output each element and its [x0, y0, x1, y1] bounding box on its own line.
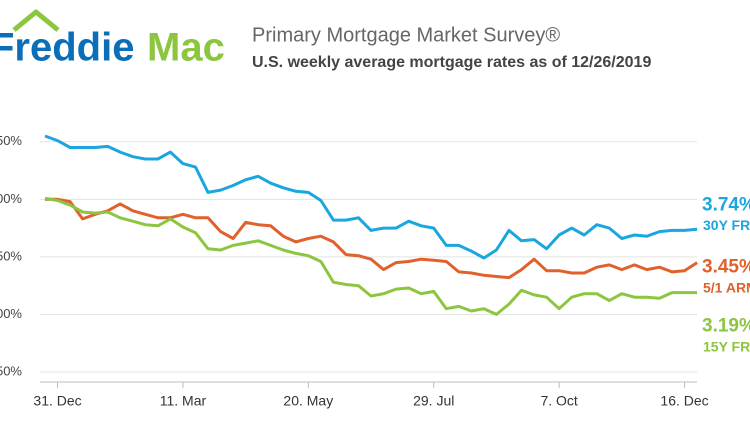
y-tick-label: 2.50%: [0, 363, 22, 378]
series-line: [44, 196, 698, 316]
logo-roof: [12, 9, 60, 32]
series-line: [45, 197, 698, 280]
value-label: 3.74%: [702, 194, 750, 215]
chart-title: Primary Mortgage Market Survey®: [252, 24, 560, 46]
y-tick-label: 4.50%: [0, 133, 22, 148]
value-label: 3.19%: [702, 316, 750, 337]
legend-label: 5/1 ARM: [703, 279, 750, 295]
brand-second: Mac: [147, 26, 225, 70]
y-tick-label: 3.50%: [0, 248, 22, 263]
legend-label: 30Y FRM: [703, 217, 750, 233]
x-tick-label: 20. May: [283, 393, 333, 409]
x-tick-label: 31. Dec: [33, 393, 81, 409]
logo: Freddie Mac: [0, 9, 225, 70]
y-tick-label: 4.00%: [0, 191, 22, 206]
chart-subtitle: U.S. weekly average mortgage rates as of…: [252, 54, 651, 71]
x-tick-label: 7. Oct: [540, 393, 577, 409]
legend-label: 15Y FRM: [703, 338, 750, 354]
brand-first: Freddie: [0, 26, 134, 70]
x-tick-label: 16. Dec: [660, 393, 708, 409]
series-line: [44, 134, 698, 260]
y-tick-label: 3.00%: [0, 306, 22, 321]
x-tick-label: 29. Jul: [413, 393, 454, 409]
x-tick-label: 11. Mar: [160, 393, 207, 409]
value-label: 3.45%: [702, 257, 750, 278]
